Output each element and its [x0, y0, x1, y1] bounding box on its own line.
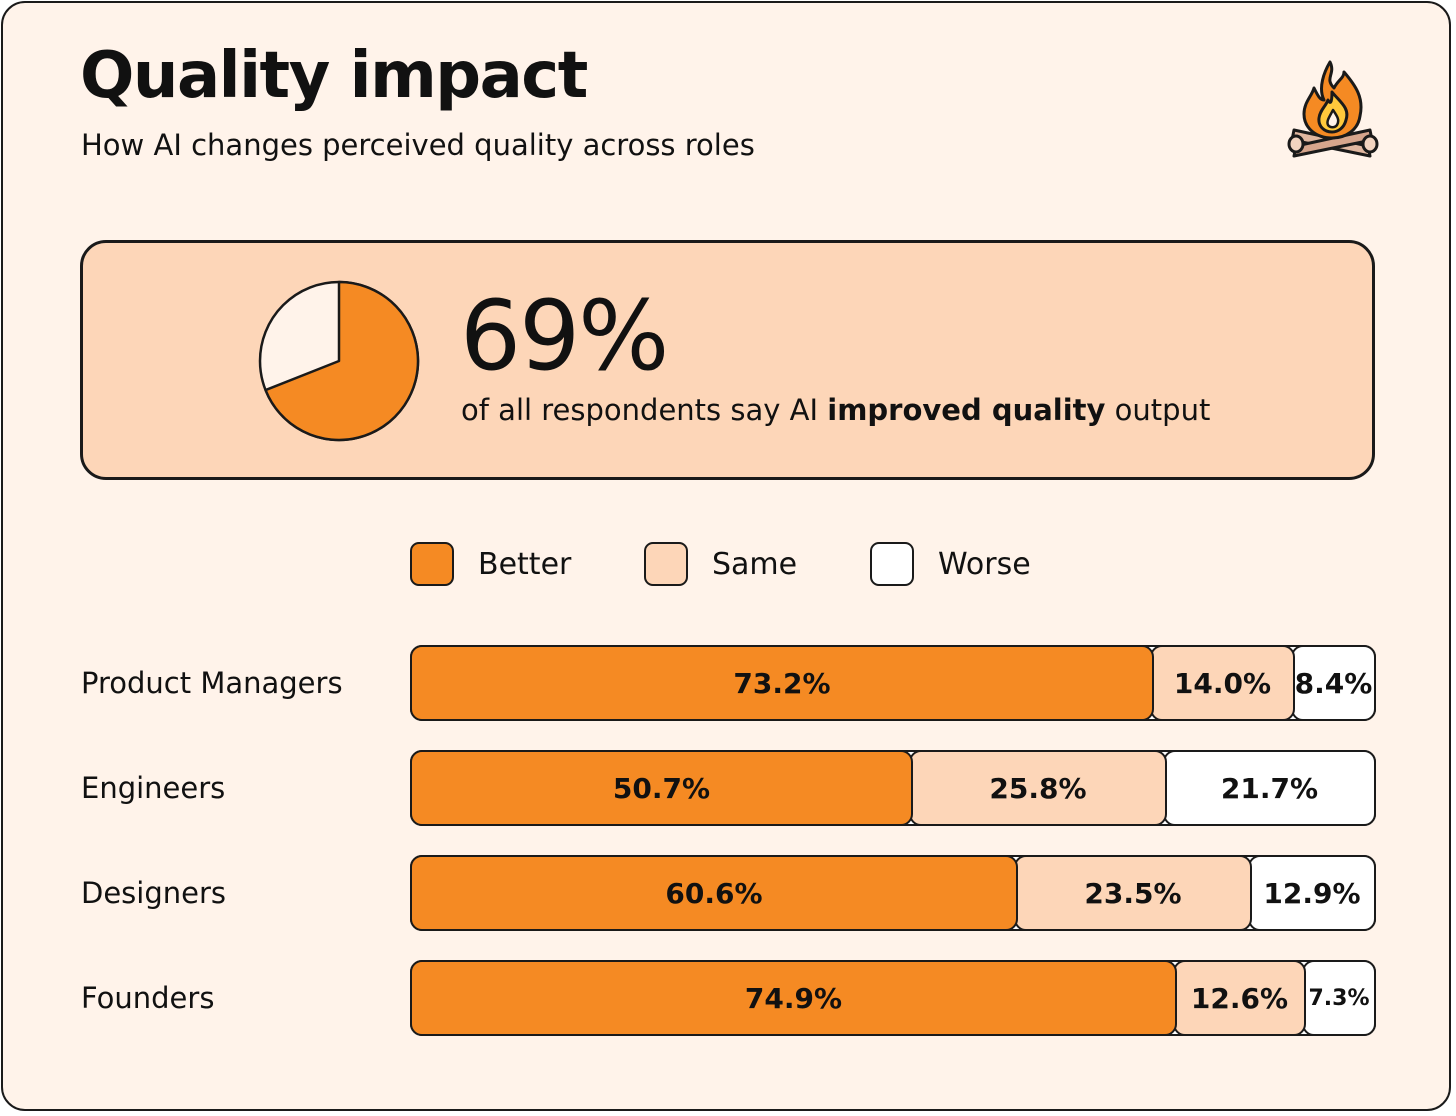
data-label-worse: 21.7%	[1220, 771, 1319, 805]
data-label-better: 50.7%	[612, 771, 711, 805]
legend-item-same: Same	[644, 540, 797, 588]
data-label-worse: 8.4%	[1294, 666, 1373, 700]
highlight-value: 69%	[460, 280, 669, 392]
data-label-worse: 7.3%	[1308, 985, 1370, 1011]
bar-segment-better: 73.2%	[410, 645, 1154, 721]
legend-swatch-same	[644, 542, 688, 586]
bar-segment-worse: 12.9%	[1248, 855, 1376, 931]
legend-swatch-better	[410, 542, 454, 586]
highlight-pie-chart	[258, 280, 420, 442]
legend-item-worse: Worse	[870, 540, 1031, 588]
data-label-worse: 12.9%	[1263, 876, 1361, 910]
bar-founders: 7.3% 12.6% 74.9%	[410, 960, 1376, 1036]
bar-engineers: 21.7% 25.8% 50.7%	[410, 750, 1376, 826]
bar-segment-worse: 21.7%	[1163, 750, 1376, 826]
bar-designers: 12.9% 23.5% 60.6%	[410, 855, 1376, 931]
bar-segment-better: 74.9%	[410, 960, 1177, 1036]
row-label-engineers: Engineers	[81, 771, 226, 805]
row-label-founders: Founders	[81, 981, 215, 1015]
row-label-designers: Designers	[81, 876, 226, 910]
chart-title: Quality impact	[80, 39, 588, 113]
row-label-product-managers: Product Managers	[81, 666, 343, 700]
legend-swatch-worse	[870, 542, 914, 586]
campfire-icon	[1287, 60, 1379, 158]
bar-segment-worse: 7.3%	[1302, 960, 1376, 1036]
bar-segment-same: 12.6%	[1173, 960, 1306, 1036]
data-label-better: 74.9%	[744, 981, 843, 1015]
bar-segment-same: 14.0%	[1150, 645, 1295, 721]
legend-label-worse: Worse	[938, 546, 1031, 582]
bar-segment-same: 23.5%	[1014, 855, 1252, 931]
pie-better-slice	[264, 280, 420, 442]
bar-segment-worse: 8.4%	[1291, 645, 1376, 721]
highlight-caption: of all respondents say AI improved quali…	[461, 393, 1211, 427]
bar-segment-better: 50.7%	[410, 750, 913, 826]
data-label-better: 73.2%	[733, 666, 831, 700]
legend-item-better: Better	[410, 540, 571, 588]
data-label-same: 23.5%	[1084, 876, 1182, 910]
data-label-same: 25.8%	[989, 771, 1087, 805]
chart-subtitle: How AI changes perceived quality across …	[81, 128, 755, 162]
caption-text-before: of all respondents say AI	[461, 393, 828, 427]
bar-product-managers: 8.4% 14.0% 73.2%	[410, 645, 1376, 721]
bar-segment-better: 60.6%	[410, 855, 1018, 931]
bar-segment-same: 25.8%	[909, 750, 1167, 826]
legend-label-better: Better	[478, 546, 572, 582]
caption-text-bold: improved quality	[827, 393, 1106, 427]
caption-text-after: output	[1105, 393, 1211, 427]
legend-label-same: Same	[712, 546, 798, 582]
data-label-better: 60.6%	[665, 876, 763, 910]
data-label-same: 14.0%	[1173, 666, 1272, 700]
data-label-same: 12.6%	[1190, 981, 1289, 1015]
